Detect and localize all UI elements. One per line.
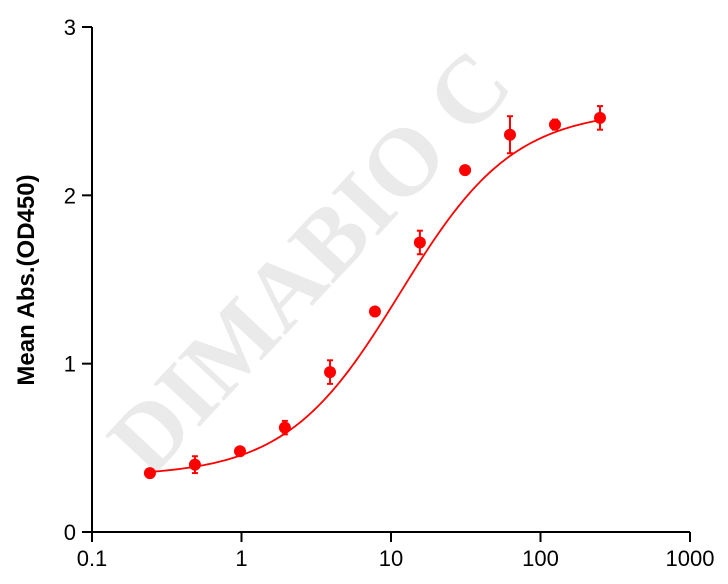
- y-tick-label: 2: [64, 183, 76, 208]
- x-tick-label: 0.1: [77, 546, 108, 571]
- data-point: [324, 366, 337, 379]
- data-point: [459, 164, 472, 177]
- data-point: [233, 445, 246, 458]
- x-axis-ticks: 0.1 1 10 100 1000: [77, 532, 715, 571]
- data-point: [503, 128, 516, 141]
- data-point: [413, 236, 426, 249]
- y-axis-ticks: 0 1 2 3: [64, 15, 92, 545]
- x-tick-label: 10: [379, 546, 403, 571]
- y-tick-label: 3: [64, 15, 76, 40]
- data-point: [188, 458, 201, 471]
- data-points: [143, 105, 606, 480]
- watermark-text: DIMABIO C: [87, 29, 531, 494]
- data-point: [548, 118, 561, 131]
- data-point: [278, 421, 291, 434]
- data-point: [143, 467, 156, 480]
- y-axis-title: Mean Abs.(OD450): [13, 174, 40, 385]
- x-tick-label: 1000: [666, 546, 715, 571]
- data-point: [593, 111, 606, 124]
- y-tick-label: 1: [64, 352, 76, 377]
- x-tick-label: 100: [522, 546, 559, 571]
- data-point: [368, 305, 381, 318]
- x-tick-label: 1: [235, 546, 247, 571]
- fit-curve: [149, 119, 601, 473]
- y-tick-label: 0: [64, 520, 76, 545]
